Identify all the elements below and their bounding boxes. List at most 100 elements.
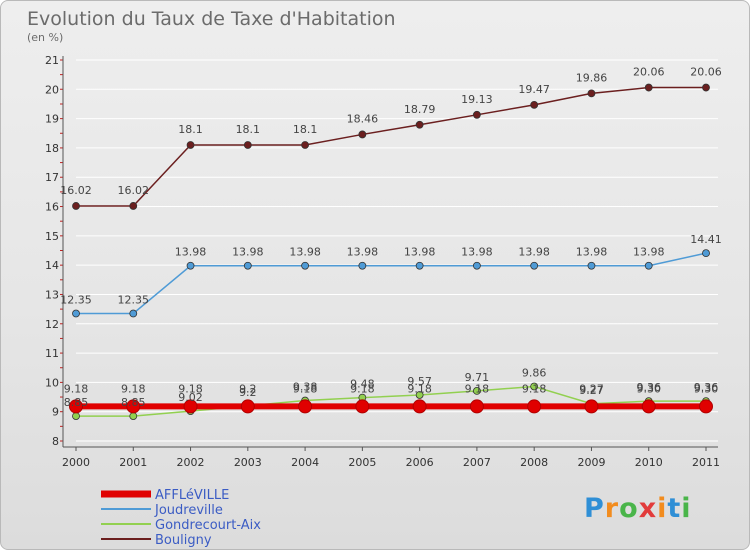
data-point [240,399,255,414]
data-label: 9.18 [121,382,146,395]
data-label: 19.13 [461,93,493,106]
series-line [76,86,706,207]
legend-label: Gondrecourt-Aix [155,518,261,533]
data-label: 9.30 [694,382,719,395]
data-point [355,399,370,414]
data-label: 13.98 [576,246,608,259]
x-tick-label: 2003 [234,456,262,469]
y-tick-label: 15 [45,230,59,243]
proxiti-logo: Proxiti [584,493,692,524]
data-label: 9.36 [636,381,661,394]
data-label: 13.98 [461,246,493,259]
data-label: 9.38 [293,381,318,394]
data-label: 13.98 [518,246,550,259]
data-point [530,382,539,391]
data-point [415,261,424,270]
y-tick-label: 17 [45,171,59,184]
data-point [473,110,481,119]
data-point [527,399,542,414]
data-point [702,249,710,258]
data-point [415,391,424,399]
data-label: 13.98 [175,246,207,259]
data-label: 8.85 [64,396,89,409]
data-label: 8.85 [121,396,146,409]
data-label: 9.02 [178,391,203,404]
data-label: 14.41 [690,233,722,246]
data-label: 20.06 [633,66,665,79]
data-label: 19.47 [518,83,550,96]
data-label: 9.86 [522,366,547,379]
series-lines [69,83,713,420]
data-label: 16.02 [60,184,92,197]
data-label: 9.57 [407,375,432,388]
data-label: 13.98 [289,246,321,259]
data-label: 18.1 [293,123,318,136]
x-tick-label: 2008 [520,456,548,469]
data-labels: 16.02 16.02 18.1 18.1 18.1 18.46 18.79 19.13 19.… [60,66,722,410]
data-point [699,399,713,414]
x-tick-label: 2004 [291,456,319,469]
y-tick-label: 16 [45,201,59,214]
data-point [129,412,138,420]
data-label: 9.18 [350,382,375,395]
data-label: 9.48 [350,378,375,391]
data-point [584,399,599,414]
data-point [530,100,539,109]
data-label: 9.71 [465,371,490,384]
data-point [473,386,481,395]
data-point [72,412,80,420]
data-label: 9.2 [239,382,257,395]
data-label: 20.06 [690,66,722,79]
data-label: 12.35 [118,294,150,307]
data-point [412,399,427,414]
x-tick-label: 2007 [463,456,491,469]
grid [76,59,718,442]
data-label: 13.98 [347,246,379,259]
x-tick-label: 2000 [62,456,90,469]
data-label: 9.36 [694,381,719,394]
data-point [126,399,141,414]
data-label: 9.30 [636,382,661,395]
data-point [72,202,80,210]
y-tick-label: 8 [52,435,59,448]
data-label: 9.27 [579,382,604,395]
data-point [243,261,252,270]
y-tick-label: 10 [45,376,59,389]
data-label: 18.1 [236,123,261,136]
data-label: 16.02 [118,184,150,197]
data-label: 9.18 [465,382,490,395]
x-tick-label: 2002 [177,456,205,469]
data-label: 9.2 [239,386,257,399]
data-label: 9.18 [522,382,547,395]
y-tick-label: 21 [45,54,59,67]
data-point [243,141,252,149]
data-point [129,202,138,210]
x-tick-label: 2011 [692,456,720,469]
data-label: 18.46 [347,112,379,125]
legend: AFFLéVILLEJoudrevilleGondrecourt-AixBoul… [101,488,261,548]
data-point [415,120,424,129]
y-tick-label: 19 [45,113,59,126]
data-point [641,399,656,414]
data-label: 12.35 [60,294,92,307]
x-tick-label: 2010 [635,456,663,469]
data-label: 13.98 [232,246,264,259]
series-line [76,385,706,417]
data-point [298,399,313,414]
data-label: 9.18 [407,382,432,395]
y-tick-label: 12 [45,318,59,331]
data-point [129,309,138,318]
data-point [644,261,653,270]
axes: 8 9 10 11 12 13 14 15 16 17 18 19 20 21 2000 2001 2002 20… [45,54,720,469]
data-point [186,261,195,270]
legend-label: AFFLéVILLE [155,488,229,503]
data-point [358,261,367,270]
data-point [587,89,596,98]
y-tick-label: 20 [45,83,59,96]
data-point [644,83,653,92]
data-label: 18.1 [178,123,203,136]
data-label: 9.27 [579,384,604,397]
y-tick-label: 13 [45,288,59,301]
